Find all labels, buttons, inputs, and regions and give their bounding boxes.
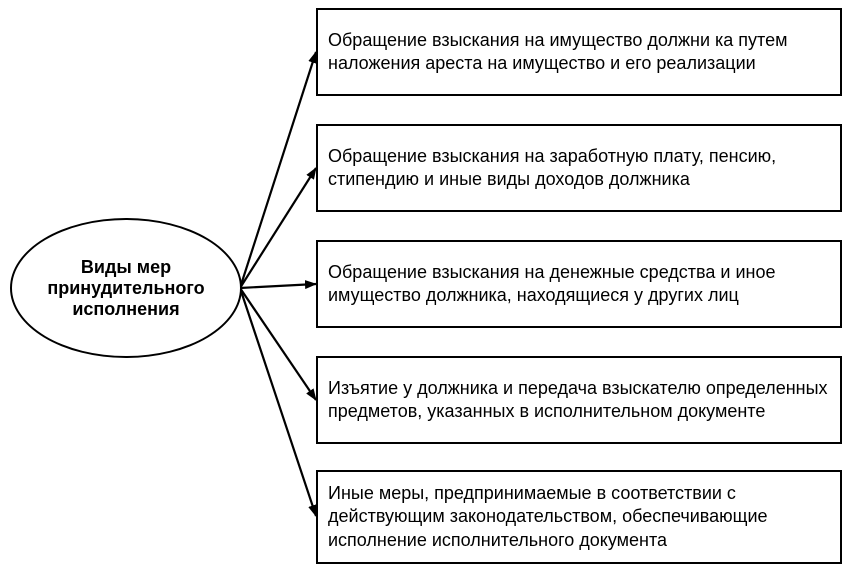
measure-box-5: Иные меры, предпринимаемые в соответст­в… bbox=[316, 470, 842, 564]
measure-box-text: Обращение взыскания на имущество должни … bbox=[328, 29, 830, 76]
measure-box-text: Обращение взыскания на денежные средства… bbox=[328, 261, 830, 308]
diagram-container: Виды мер принудительного исполнения Обра… bbox=[0, 0, 852, 566]
center-node-label: Виды мер принудительного исполнения bbox=[12, 257, 240, 320]
measure-box-2: Обращение взыскания на заработную плату,… bbox=[316, 124, 842, 212]
measure-box-4: Изъятие у должника и передача взыскателю… bbox=[316, 356, 842, 444]
measure-box-3: Обращение взыскания на денежные средства… bbox=[316, 240, 842, 328]
measure-box-1: Обращение взыскания на имущество должни … bbox=[316, 8, 842, 96]
center-node: Виды мер принудительного исполнения bbox=[10, 218, 242, 358]
measure-box-text: Изъятие у должника и передача взыскателю… bbox=[328, 377, 830, 424]
measure-box-text: Иные меры, предпринимаемые в соответст­в… bbox=[328, 482, 830, 552]
measure-box-text: Обращение взыскания на заработную плату,… bbox=[328, 145, 830, 192]
